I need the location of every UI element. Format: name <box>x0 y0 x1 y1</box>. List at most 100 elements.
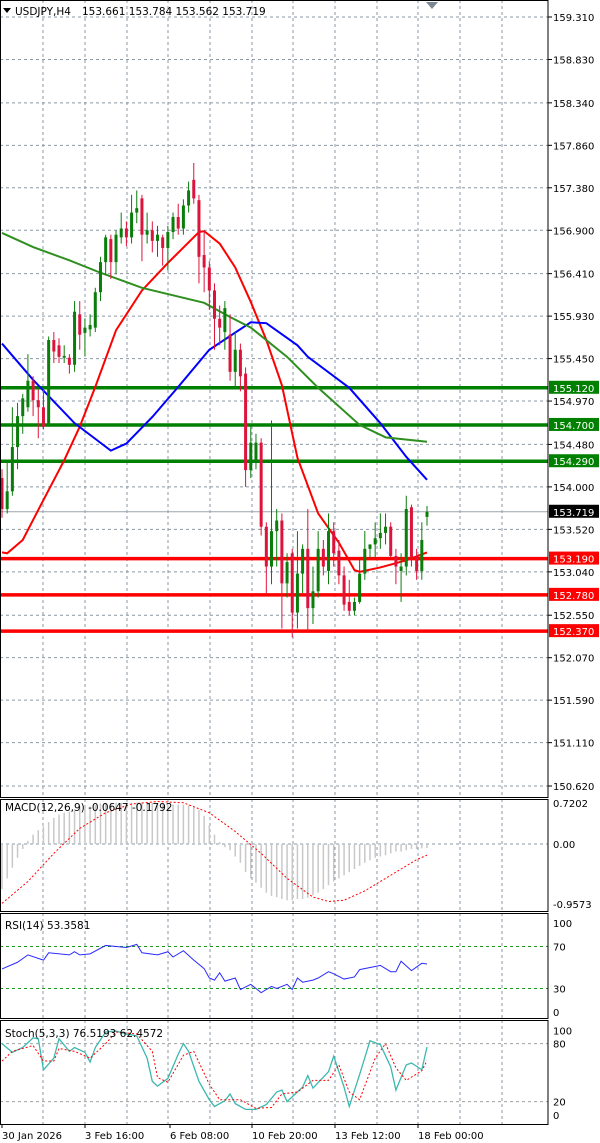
price-tick-label: 157.860 <box>553 141 594 152</box>
rsi-tick-label: 70 <box>553 943 566 954</box>
support-level-tag <box>549 624 599 638</box>
price-tick-label: 156.900 <box>553 226 594 237</box>
resistance-level-label: 155.120 <box>553 384 594 395</box>
chart-shift-marker-icon[interactable] <box>426 2 438 9</box>
candle-body <box>52 339 56 352</box>
candle-body <box>295 573 299 613</box>
bullish-candle <box>233 332 237 390</box>
candle-body <box>306 548 310 609</box>
candle-body <box>244 373 248 471</box>
candle-body <box>332 531 336 554</box>
time-tick-label: 3 Feb 16:00 <box>85 1131 144 1142</box>
bullish-candle <box>93 287 97 333</box>
candle-body <box>368 544 372 549</box>
bearish-candle <box>140 194 144 262</box>
bearish-candle <box>264 522 268 594</box>
bullish-candle <box>181 199 185 235</box>
bearish-candle <box>213 283 216 350</box>
price-tick-label: 155.930 <box>553 312 594 323</box>
candle-body <box>31 380 35 401</box>
price-tick-label: 151.590 <box>553 696 594 707</box>
triangle-down-icon[interactable] <box>3 8 11 13</box>
candle-body <box>352 601 356 611</box>
bearish-candle <box>36 389 40 439</box>
candle-body <box>425 511 429 517</box>
candle-body <box>373 538 377 545</box>
rsi-line <box>1 943 428 994</box>
bullish-candle <box>83 318 87 356</box>
bearish-candle <box>176 203 180 235</box>
candle-body <box>363 548 367 574</box>
bullish-candle <box>10 407 14 496</box>
candle-body <box>41 407 45 427</box>
candle-body <box>197 200 201 257</box>
candle-body <box>166 232 170 248</box>
macd-panel-frame <box>0 799 549 912</box>
price-tick-label: 151.110 <box>553 739 594 750</box>
bullish-candle <box>130 194 134 244</box>
bearish-candle <box>389 522 393 558</box>
bullish-candle <box>187 181 191 213</box>
candle-body <box>83 327 87 333</box>
bullish-candle <box>155 225 159 257</box>
time-tick-label: 13 Feb 12:00 <box>335 1131 401 1142</box>
bullish-candle <box>363 531 367 580</box>
candle-body <box>192 179 196 199</box>
candle-body <box>62 355 66 358</box>
bearish-candle <box>415 548 419 580</box>
price-tick-label: 158.340 <box>553 99 594 110</box>
support-level-label: 152.370 <box>553 627 594 638</box>
current-price-tag <box>549 504 599 518</box>
bullish-candle <box>171 212 175 240</box>
bullish-candle <box>62 345 66 364</box>
bullish-candle <box>5 460 9 514</box>
rsi-tick-label: 30 <box>553 985 566 996</box>
candle-body <box>145 230 149 235</box>
bullish-candle <box>384 513 388 545</box>
bullish-candle <box>295 531 299 629</box>
candle-body <box>285 562 289 584</box>
stoch-tick-label: 80 <box>553 1040 566 1051</box>
bullish-candle <box>327 513 331 585</box>
bearish-candle <box>41 389 45 430</box>
bearish-candle <box>192 163 196 204</box>
macd-label: MACD(12,26,9) -0.0647 -0.1792 <box>5 802 172 814</box>
candle-body <box>249 442 253 471</box>
stoch-tick-label: 0 <box>553 1111 559 1122</box>
symbol-timeframe: USDJPY,H4 <box>15 6 71 18</box>
bearish-candle <box>202 230 206 293</box>
time-axis: 30 Jan 2026 3 Feb 16:00 6 Feb 08:00 10 Feb … <box>1 1124 484 1142</box>
candle-body <box>213 290 216 319</box>
panel-frames <box>0 0 549 1125</box>
rsi-panel-frame <box>0 913 549 1019</box>
bullish-candle <box>114 230 118 275</box>
bullish-candle <box>166 225 170 271</box>
candle-body <box>275 520 279 532</box>
grid <box>0 0 548 1124</box>
candle-body <box>98 262 102 293</box>
bullish-candle <box>21 393 25 434</box>
price-axis: 159.310 158.830 158.340 157.860 157.380 156.9… <box>548 13 599 1122</box>
candle-body <box>389 526 393 556</box>
time-tick-label: 10 Feb 20:00 <box>252 1131 318 1142</box>
bullish-candle <box>275 509 279 567</box>
candle-body <box>378 532 382 539</box>
rsi-tick-label: 100 <box>553 919 572 930</box>
candle-body <box>404 509 408 567</box>
candle-body <box>93 292 97 328</box>
stoch-signal-line <box>1 1031 428 1109</box>
candle-body <box>176 216 180 229</box>
stoch-panel-frame <box>0 1020 549 1125</box>
bullish-candle <box>316 531 320 598</box>
resistance-level-label: 154.700 <box>553 421 594 432</box>
candle-body <box>5 491 9 510</box>
moving-averages <box>1 230 428 573</box>
candle-body <box>399 566 403 571</box>
bearish-candle <box>337 539 341 585</box>
bullish-candle <box>301 544 305 594</box>
candle-body <box>280 520 284 584</box>
bullish-candle <box>373 522 377 558</box>
bearish-candle <box>259 438 263 536</box>
candle-body <box>114 234 118 263</box>
